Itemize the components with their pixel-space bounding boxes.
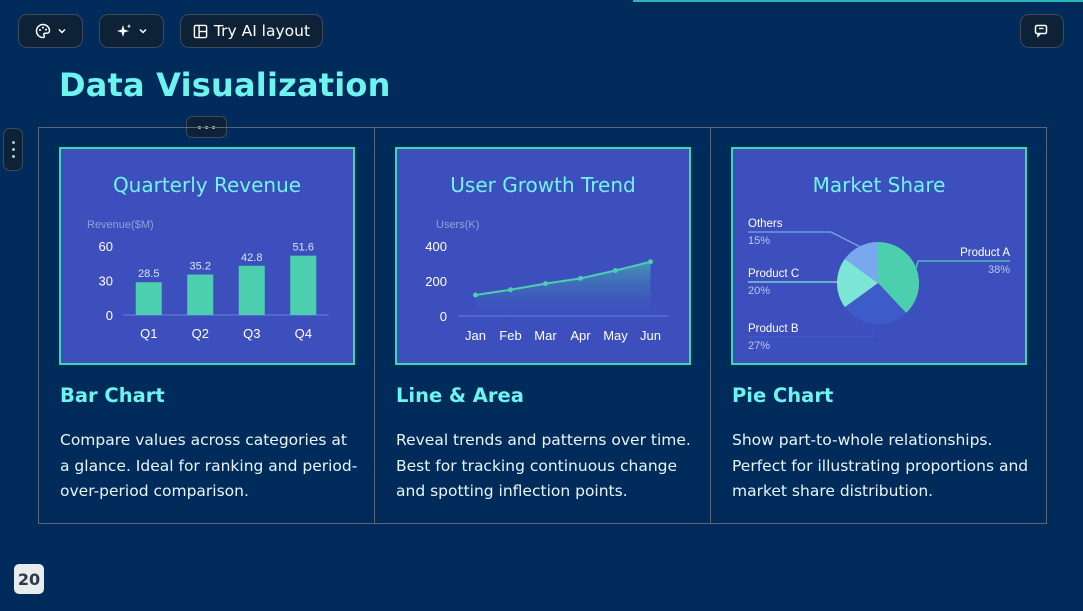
pie-chart-card: Market Share Product A 38% Product B 27% Pro…: [711, 128, 1046, 523]
pie-chart-panel: Market Share Product A 38% Product B 27% Pro…: [731, 147, 1027, 365]
try-ai-layout-button[interactable]: Try AI layout: [180, 14, 323, 48]
bar-chart-panel: Quarterly Revenue Revenue($M) 0 30 60 28.5 Q1…: [59, 147, 355, 365]
chart-title: Quarterly Revenue: [112, 173, 302, 197]
data-label: 28.5: [138, 268, 159, 280]
cards-row: Quarterly Revenue Revenue($M) 0 30 60 28.5 Q1…: [38, 127, 1047, 524]
x-tick-label: Feb: [499, 328, 521, 343]
slice-label: Product C: [748, 268, 799, 280]
card-heading: Line & Area: [396, 384, 524, 407]
chevron-down-icon: [138, 28, 147, 34]
chevron-down-icon: [57, 28, 66, 34]
pie-slice: [844, 242, 878, 283]
slice-percent: 27%: [748, 340, 770, 352]
data-point: [578, 275, 583, 281]
y-tick-label: 0: [440, 309, 447, 324]
x-tick-label: Q2: [192, 326, 209, 341]
bar: [290, 255, 317, 315]
slice-percent: 38%: [988, 264, 1010, 276]
leader-line: [748, 231, 860, 248]
area-chart: Users(K) 0 200 400 Jan Feb Mar Apr May Jun: [425, 219, 668, 343]
y-tick-label: 200: [425, 274, 447, 289]
data-label: 51.6: [293, 242, 314, 254]
bar-chart: Revenue($M) 0 30 60 28.5 Q1 35.2 Q2 42.8 Q3 51.6 Q4: [87, 219, 329, 341]
layout-icon: [193, 24, 208, 38]
bar: [187, 274, 214, 315]
comment-button[interactable]: [1020, 14, 1064, 48]
pie-slice: [837, 258, 878, 308]
bar-chart-card: Quarterly Revenue Revenue($M) 0 30 60 28.5 Q1…: [39, 128, 375, 523]
bar: [135, 282, 162, 315]
area-chart-panel: User Growth Trend Users(K) 0 200 400 Jan Feb M…: [395, 147, 691, 365]
y-tick-label: 60: [99, 239, 113, 254]
chart-title: Market Share: [812, 173, 946, 197]
ai-menu-button[interactable]: [99, 14, 164, 48]
data-point: [613, 268, 618, 273]
palette-icon: [35, 23, 50, 39]
slice-percent: 15%: [748, 235, 770, 247]
pie-slice: [878, 242, 919, 313]
slice-label: Product A: [960, 247, 1010, 259]
data-point: [648, 259, 653, 265]
line-area-card: User Growth Trend Users(K) 0 200 400 Jan Feb M…: [375, 128, 711, 523]
card-heading: Bar Chart: [60, 384, 165, 407]
x-tick-label: Mar: [534, 328, 557, 343]
pie-slice: [844, 283, 907, 324]
block-drag-handle[interactable]: [3, 128, 23, 171]
y-axis-label: Revenue($M): [87, 219, 154, 231]
pie-chart: Product A 38% Product B 27% Product C 20% Othe…: [748, 218, 1010, 352]
leader-line: [915, 260, 1010, 269]
x-tick-label: Q4: [295, 326, 312, 341]
data-point: [543, 281, 548, 287]
leader-line: [748, 281, 838, 283]
x-tick-label: Jan: [465, 328, 486, 343]
card-description: Compare values across categories at a gl…: [60, 431, 358, 500]
theme-menu-button[interactable]: [18, 14, 83, 48]
data-point: [508, 287, 513, 293]
card-description: Show part-to-whole relationships. Perfec…: [732, 431, 1029, 500]
slice-label: Others: [748, 218, 783, 230]
sparkles-icon: [116, 24, 131, 37]
x-tick-label: Q1: [140, 326, 157, 341]
card-description: Reveal trends and patterns over time. Be…: [396, 431, 691, 500]
x-tick-label: Apr: [570, 328, 591, 343]
slice-percent: 20%: [748, 285, 770, 297]
chart-title: User Growth Trend: [450, 173, 636, 197]
area-fill: [475, 261, 651, 316]
data-label: 42.8: [241, 252, 262, 264]
y-tick-label: 400: [425, 239, 447, 254]
try-ai-layout-label: Try AI layout: [213, 22, 311, 40]
x-tick-label: Jun: [640, 328, 661, 343]
x-tick-label: May: [603, 328, 628, 343]
leader-line: [748, 323, 875, 338]
y-axis-label: Users(K): [436, 219, 479, 231]
series-line: [475, 260, 651, 296]
data-label: 35.2: [190, 261, 211, 273]
slide-number: 20: [14, 564, 44, 594]
top-accent-line: [633, 0, 1083, 2]
comment-icon: [1034, 24, 1048, 38]
slice-label: Product B: [748, 323, 799, 335]
x-tick-label: Q3: [243, 326, 260, 341]
y-tick-label: 30: [99, 274, 113, 289]
data-point: [473, 292, 478, 298]
card-heading: Pie Chart: [732, 384, 834, 407]
bar: [238, 265, 265, 315]
y-tick-label: 0: [106, 308, 113, 323]
page-title: Data Visualization: [59, 66, 391, 104]
